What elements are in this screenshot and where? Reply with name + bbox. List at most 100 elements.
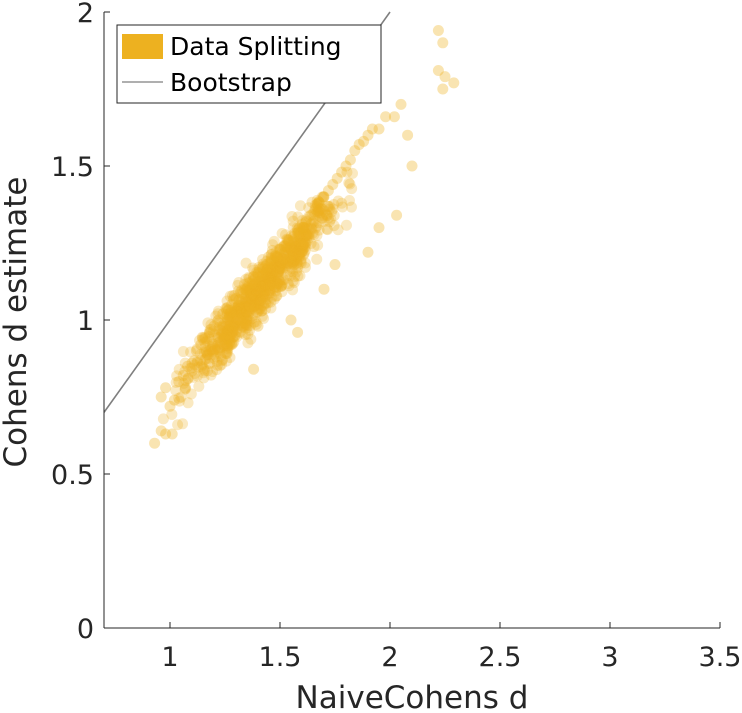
data-point [299,217,311,229]
data-point [292,227,304,239]
data-point [289,248,301,260]
data-point [295,257,307,269]
data-point [276,227,288,239]
data-point [273,275,285,287]
data-point [247,302,259,314]
data-point [245,288,257,300]
data-point [323,200,335,212]
data-point [214,344,226,356]
data-point [246,301,258,313]
data-point [249,277,261,289]
data-point [278,274,290,286]
data-point [298,226,310,238]
data-point [269,261,281,273]
data-point [326,206,338,218]
data-point [173,363,185,375]
data-point [196,331,208,343]
data-point [260,297,272,309]
data-point [292,225,304,237]
data-point [255,294,267,306]
data-point [282,242,294,254]
data-point [220,347,232,359]
data-point [317,203,329,215]
y-tick-label: 2 [77,0,94,29]
data-point [199,365,211,377]
data-point [238,308,250,320]
data-point [275,273,287,285]
data-point [291,255,303,267]
data-point [324,200,336,212]
data-point [253,304,265,316]
data-point [249,271,261,283]
data-point [391,209,403,221]
data-point [171,370,183,382]
data-point [278,247,290,259]
data-point [218,340,230,352]
data-point [276,256,288,268]
data-point [286,245,298,257]
data-point [282,278,294,290]
data-point [284,242,296,254]
data-point [242,277,254,289]
data-point [284,242,296,254]
data-point [254,274,266,286]
data-point [209,342,221,354]
data-point [236,304,248,316]
data-point [207,366,219,378]
data-point [277,257,289,269]
data-point [237,321,249,333]
data-point [314,203,326,215]
data-point [256,284,268,296]
data-point [324,216,336,228]
data-point [209,328,221,340]
data-point [239,301,251,313]
data-point [266,268,278,280]
data-point [199,331,211,343]
data-point [223,323,235,335]
data-point [251,266,263,278]
data-point [241,314,253,326]
data-point [292,326,304,338]
data-point [240,257,252,269]
data-point [318,283,330,295]
data-point [247,262,259,274]
data-point [312,205,324,217]
data-point [241,318,253,330]
data-point [267,264,279,276]
data-point [219,333,231,345]
data-point [287,231,299,243]
data-point [257,291,269,303]
data-point [242,328,254,340]
data-point [303,228,315,240]
data-point [272,266,284,278]
data-point [286,251,298,263]
data-point [292,270,304,282]
data-point [226,328,238,340]
data-point [231,314,243,326]
data-point [259,297,271,309]
data-point [273,273,285,285]
data-point [270,246,282,258]
data-point [261,255,273,267]
data-point [201,335,213,347]
data-point [254,281,266,293]
data-point [265,254,277,266]
data-point [296,245,308,257]
data-point [283,247,295,259]
data-point [279,246,291,258]
data-point [235,306,247,318]
data-point [215,350,227,362]
data-point [247,280,259,292]
data-point [259,274,271,286]
data-point [264,268,276,280]
data-point [251,306,263,318]
data-point [341,166,353,178]
data-point [406,160,418,172]
data-point [235,304,247,316]
data-point [265,272,277,284]
data-point [240,302,252,314]
data-point [226,339,238,351]
data-point [285,314,297,326]
data-point [313,202,325,214]
data-point [197,332,209,344]
